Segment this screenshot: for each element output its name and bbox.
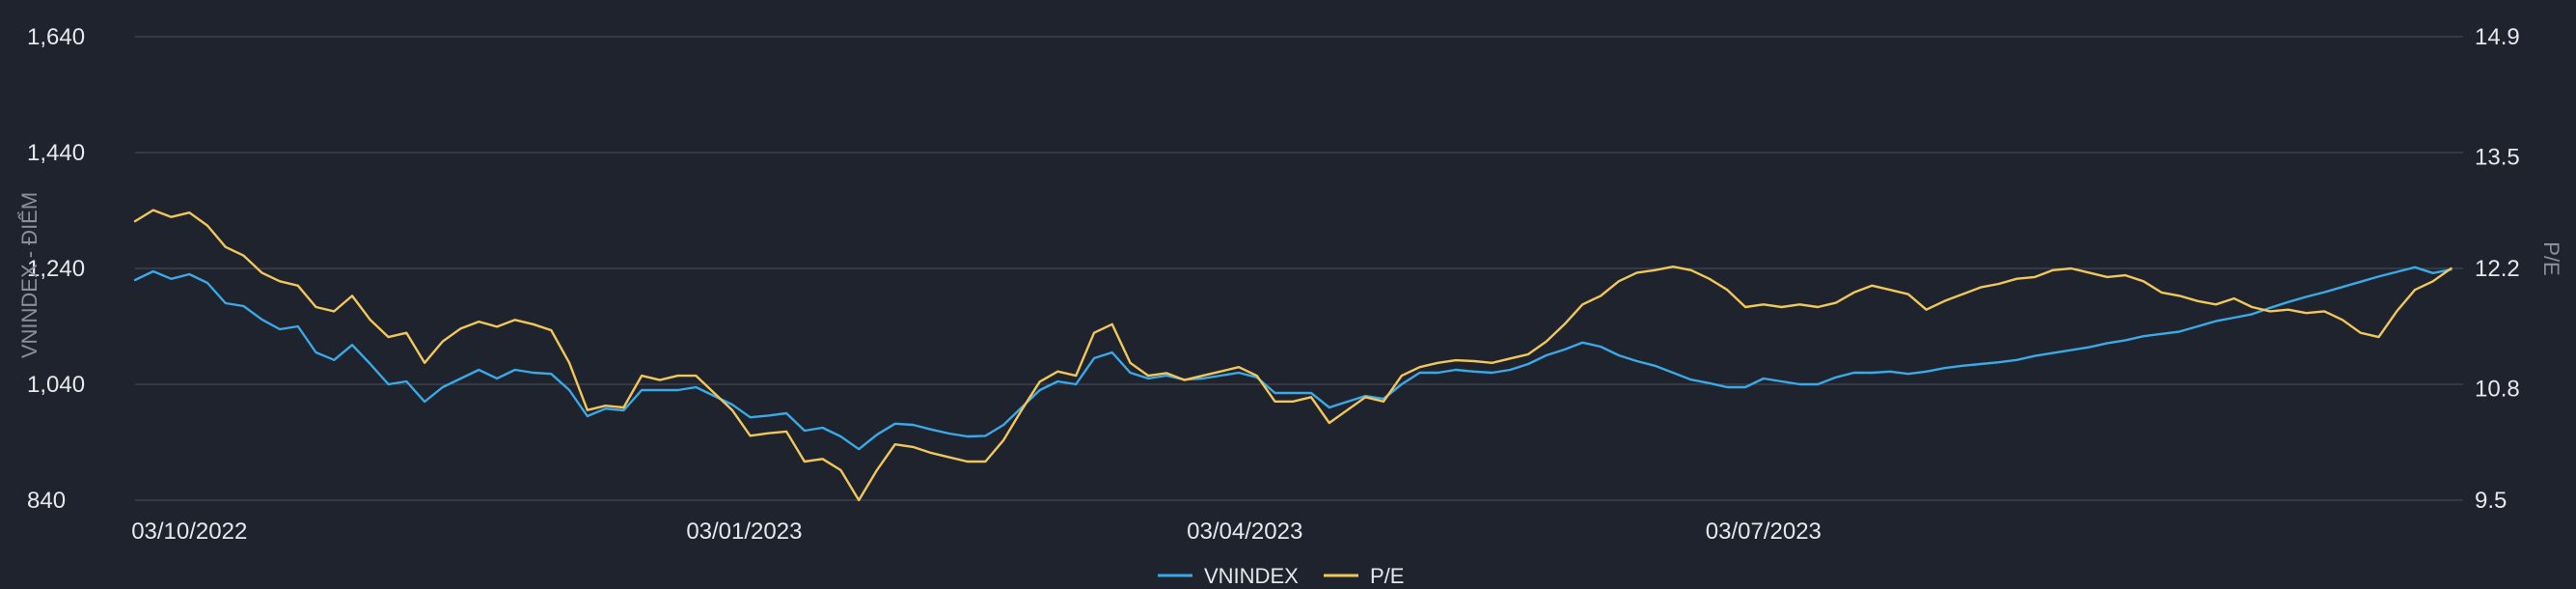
y-left-tick-label: 1,440 [27,140,85,166]
x-tick-label: 03/01/2023 [686,519,802,545]
x-tick-label: 03/07/2023 [1706,519,1822,545]
legend-label-vnindex: VNINDEX [1204,564,1299,588]
y-right-tick-labels: 14.9 13.5 12.2 10.8 9.5 [2475,24,2520,514]
y-right-tick-label: 14.9 [2475,24,2520,50]
y-right-tick-label: 12.2 [2475,256,2520,282]
series-line-pe[interactable] [133,209,2453,502]
x-tick-label: 03/10/2022 [131,519,247,545]
series-lines [133,209,2453,502]
y-left-tick-label: 1,640 [27,24,85,50]
legend-label-pe: P/E [1370,564,1404,588]
legend-item-vnindex[interactable]: VNINDEX [1158,564,1299,588]
grid-lines [135,36,2463,501]
y-right-tick-label: 13.5 [2475,144,2520,170]
legend-item-pe[interactable]: P/E [1324,564,1404,588]
y-right-tick-label: 9.5 [2475,488,2507,514]
series-line-vnindex[interactable] [133,266,2453,451]
x-tick-labels: 03/10/2022 03/01/2023 03/04/2023 03/07/2023 [131,519,1822,545]
y-left-tick-label: 840 [27,488,66,514]
y-right-tick-label: 10.8 [2475,376,2520,402]
y-left-axis-title: VNINDEX - ĐIỂM [17,192,41,358]
y-left-tick-label: 1,040 [27,372,85,398]
y-left-tick-labels: 1,640 1,440 1,240 1,040 840 [27,24,85,514]
x-tick-label: 03/04/2023 [1187,519,1302,545]
legend[interactable]: VNINDEX P/E [1158,564,1404,588]
y-right-axis-title: P/E [2539,241,2563,275]
y-left-tick-label: 1,240 [27,256,85,282]
